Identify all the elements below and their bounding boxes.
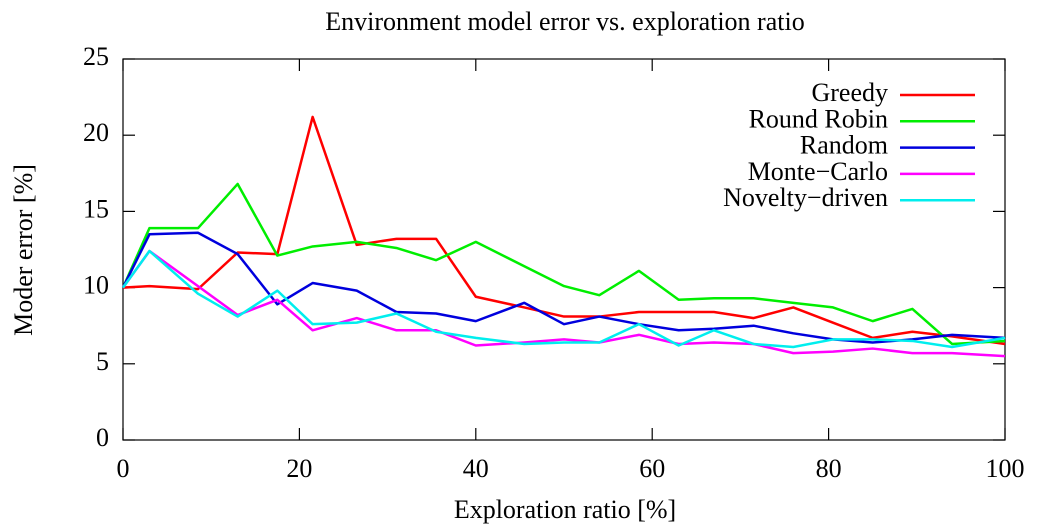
chart-title: Environment model error vs. exploration …: [325, 7, 804, 36]
y-tick-label: 10: [83, 271, 109, 300]
y-tick-label: 15: [83, 194, 109, 223]
data-line: [121, 249, 1006, 358]
plot-frame: [122, 58, 1006, 441]
x-axis-label: Exploration ratio [%]: [454, 495, 676, 524]
legend-label: Monte−Carlo: [748, 157, 888, 186]
data-line: [121, 182, 1006, 346]
y-axis-label: Moder error [%]: [9, 164, 38, 336]
x-tick-label: 20: [286, 454, 312, 483]
y-tick-label: 25: [83, 42, 109, 71]
data-line: [121, 231, 1006, 344]
y-tick-label: 20: [83, 118, 109, 147]
data-line: [121, 249, 1006, 349]
legend-label: Random: [800, 131, 888, 160]
x-tick-label: 80: [816, 454, 842, 483]
legend-label: Round Robin: [749, 104, 888, 133]
x-tick-label: 60: [639, 454, 665, 483]
y-tick-label: 5: [96, 347, 109, 376]
data-line: [122, 115, 1006, 346]
y-tick-label: 0: [96, 423, 109, 452]
x-tick-label: 40: [463, 454, 489, 483]
x-tick-label: 0: [117, 454, 130, 483]
legend-label: Greedy: [811, 78, 888, 107]
x-tick-label: 100: [986, 454, 1025, 483]
legend-label: Novelty−driven: [723, 183, 888, 212]
